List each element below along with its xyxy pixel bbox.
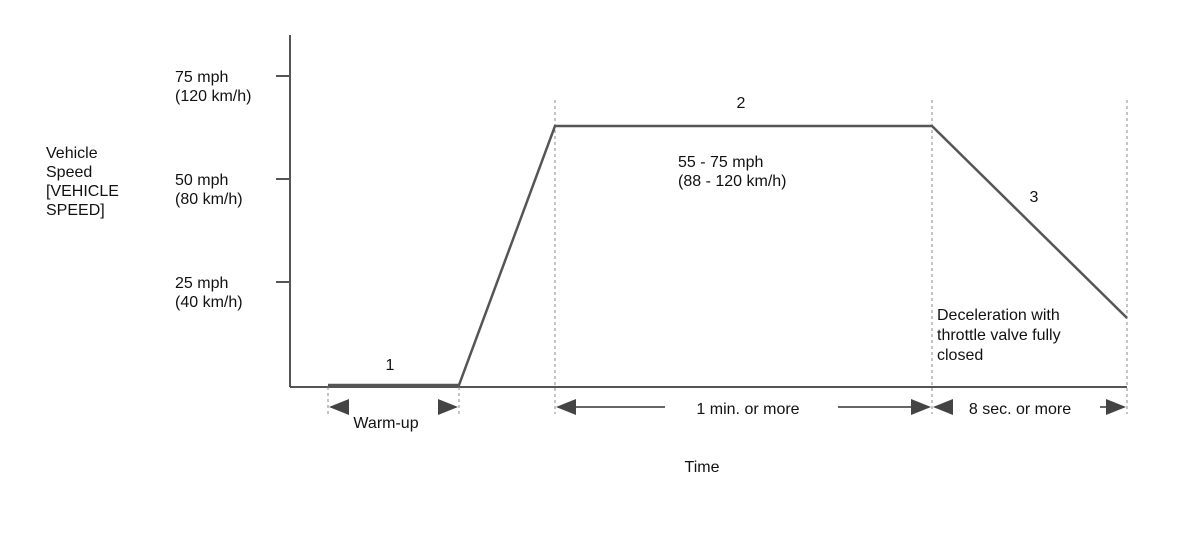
y-tick-label: 75 mph — [175, 69, 228, 86]
speed-profile-line — [328, 124, 1128, 387]
phase-3-number: 3 — [1030, 189, 1039, 206]
phase-3-note: Deceleration with — [937, 307, 1060, 324]
y-tick-label: 50 mph — [175, 172, 228, 189]
y-axis-label: [VEHICLE — [46, 183, 119, 200]
warmup-label: Warm-up — [353, 415, 418, 432]
y-tick-label: (120 km/h) — [175, 88, 251, 105]
x-axis-label: Time — [685, 459, 720, 476]
y-axis-label: Vehicle — [46, 145, 98, 162]
phase-boundaries — [327, 100, 1128, 414]
y-tick-label: 25 mph — [175, 275, 228, 292]
phase-2-speed: (88 - 120 km/h) — [678, 173, 786, 190]
phase-2-number: 2 — [737, 95, 746, 112]
y-tick-label: (80 km/h) — [175, 191, 243, 208]
phase-3-duration: 8 sec. or more — [969, 401, 1071, 418]
phase-2-speed: 55 - 75 mph — [678, 154, 763, 171]
y-axis-label: SPEED] — [46, 202, 105, 219]
phase-3-note: closed — [937, 347, 983, 364]
y-axis-label: Speed — [46, 164, 92, 181]
phase-3-note: throttle valve fully — [937, 327, 1061, 344]
y-tick-label: (40 km/h) — [175, 294, 243, 311]
phase-1-number: 1 — [386, 357, 395, 374]
phase-2-duration: 1 min. or more — [696, 401, 799, 418]
